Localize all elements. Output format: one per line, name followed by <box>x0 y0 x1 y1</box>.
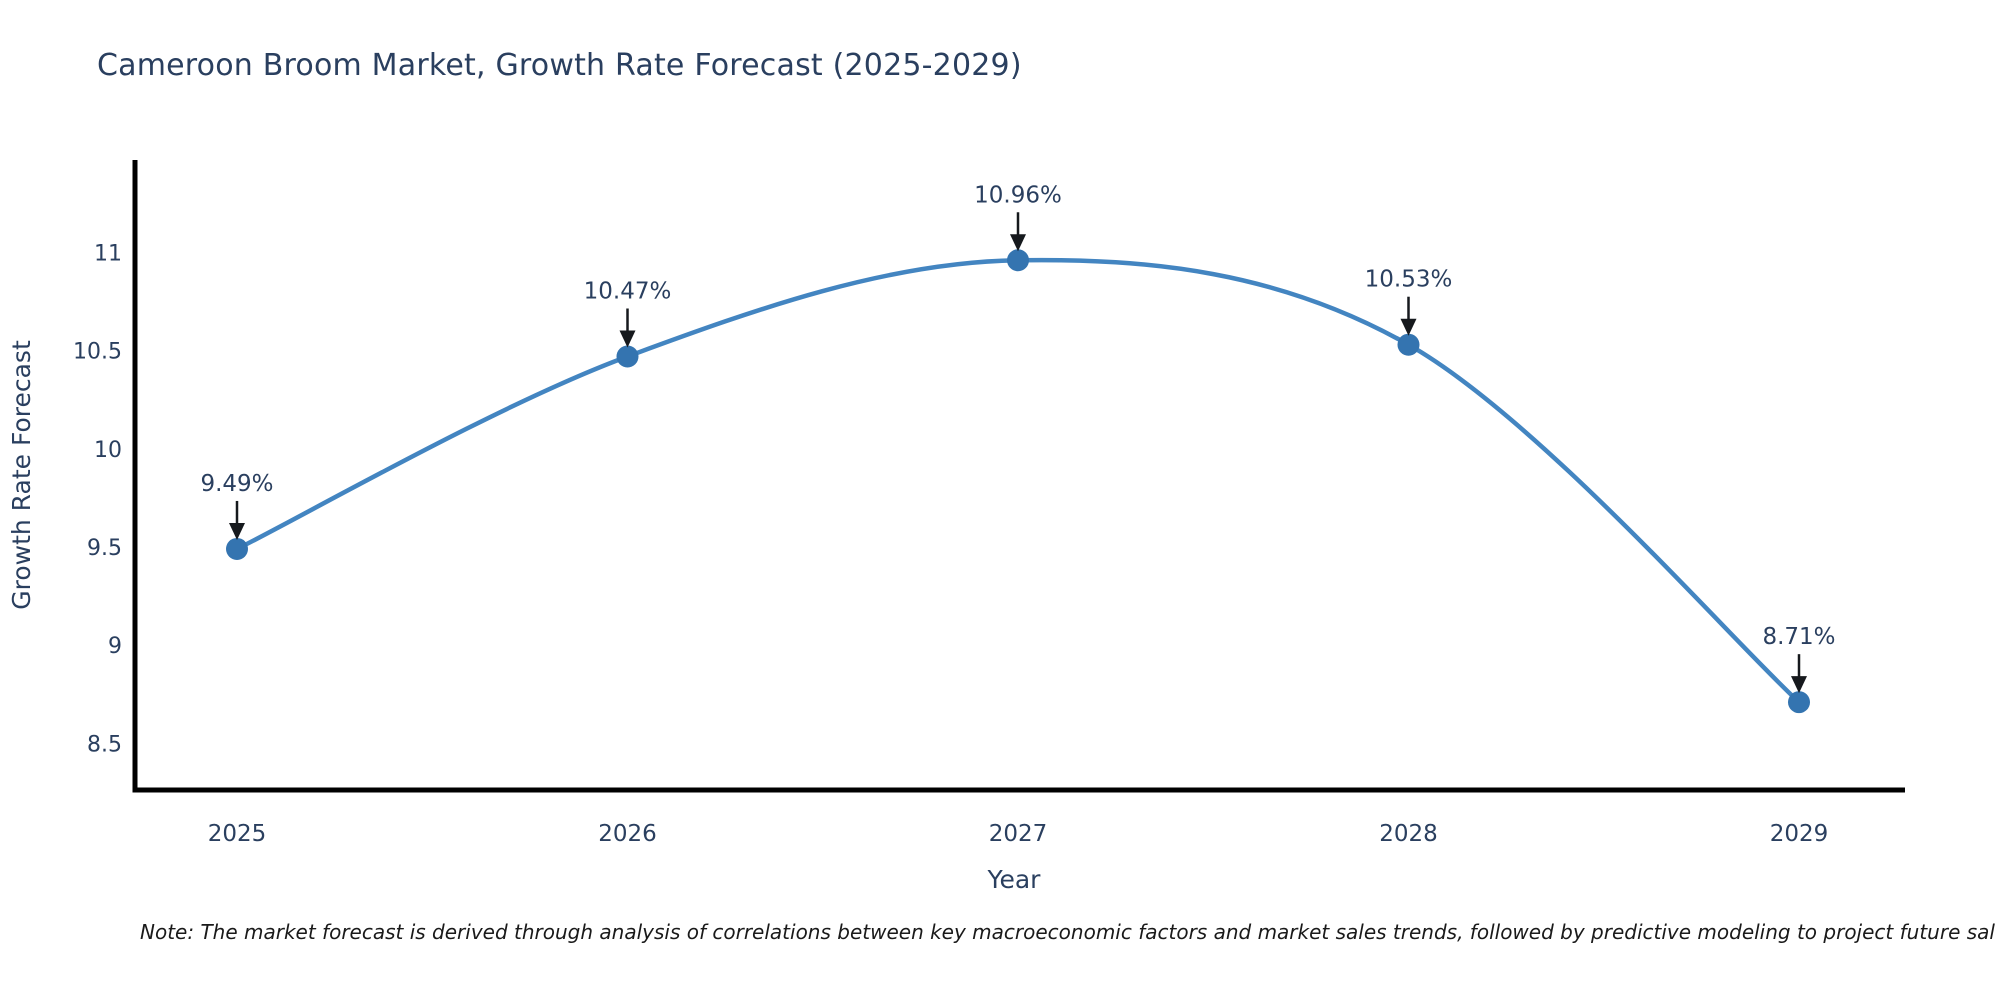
footnote: Note: The market forecast is derived thr… <box>140 920 1995 944</box>
x-tick-label: 2029 <box>1770 821 1829 847</box>
annotation-arrowhead <box>1791 676 1807 694</box>
data-point-marker <box>1788 691 1810 714</box>
data-point-marker <box>616 345 639 368</box>
data-point-marker <box>1007 249 1029 272</box>
data-point-marker <box>1397 333 1420 356</box>
y-tick-label: 10.5 <box>73 340 122 365</box>
data-point-label: 10.47% <box>584 278 672 304</box>
x-tick-label: 2025 <box>208 821 267 847</box>
data-point-label: 9.49% <box>200 471 273 497</box>
x-axis-title: Year <box>987 865 1042 894</box>
annotation-arrowhead <box>1010 234 1026 252</box>
annotation-arrowhead <box>1400 318 1417 336</box>
data-point-label: 10.96% <box>974 182 1062 208</box>
y-tick-label: 8.5 <box>87 732 122 757</box>
annotation-arrowhead <box>619 330 636 348</box>
x-tick-label: 2026 <box>598 821 657 847</box>
y-tick-label: 9.5 <box>87 536 122 561</box>
y-tick-label: 10 <box>94 438 122 463</box>
series-line <box>234 257 1802 705</box>
y-tick-label: 11 <box>94 241 122 266</box>
data-point-marker <box>226 537 248 560</box>
data-point-label: 8.71% <box>1762 624 1835 650</box>
y-axis-title: Growth Rate Forecast <box>7 340 36 610</box>
y-tick-label: 9 <box>108 634 122 659</box>
x-tick-label: 2027 <box>989 821 1048 847</box>
x-tick-label: 2028 <box>1379 821 1438 847</box>
data-point-label: 10.53% <box>1365 267 1453 293</box>
annotation-arrowhead <box>229 522 245 540</box>
chart-title: Cameroon Broom Market, Growth Rate Forec… <box>97 48 1022 83</box>
